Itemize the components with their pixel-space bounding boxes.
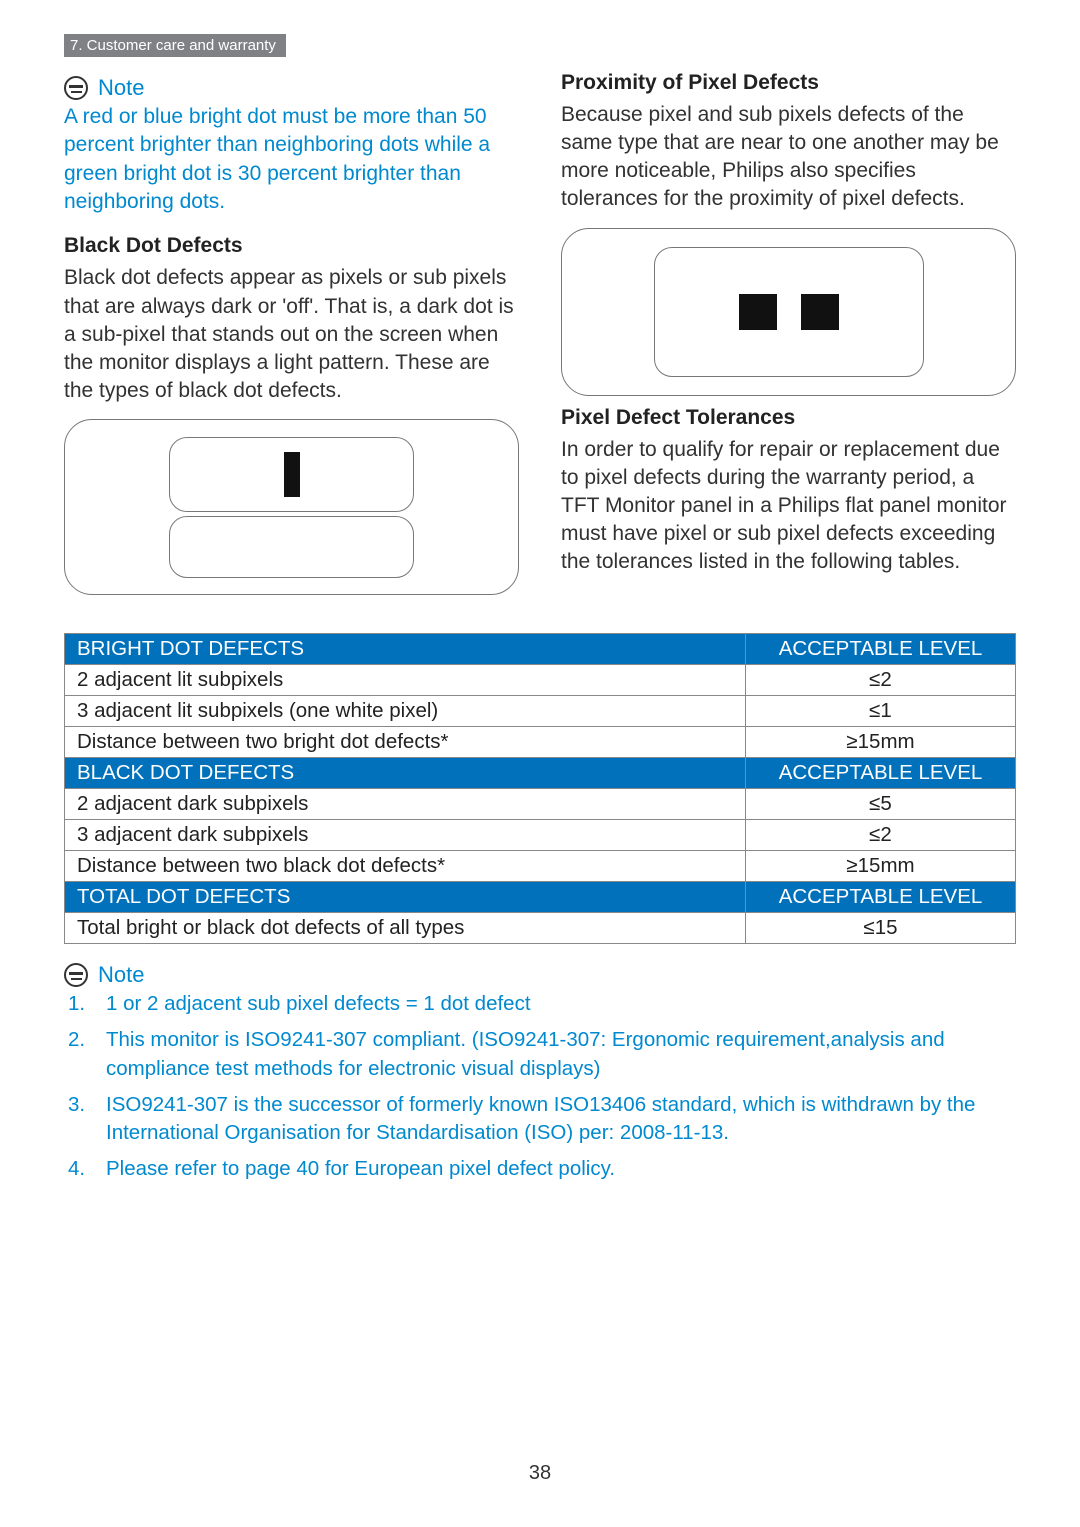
footnote-text: 1 or 2 adjacent sub pixel defects = 1 do… <box>106 990 531 1018</box>
footnote-text: Please refer to page 40 for European pix… <box>106 1155 615 1183</box>
black-dot-heading: Black Dot Defects <box>64 234 519 258</box>
footnote-number: 4. <box>68 1155 92 1183</box>
diagram-inner-top <box>169 437 414 512</box>
proximity-body: Because pixel and sub pixels defects of … <box>561 101 1016 214</box>
table-row-value: ≤5 <box>746 789 1016 820</box>
table-row-value: ≤15 <box>746 913 1016 944</box>
note-icon <box>64 76 88 100</box>
table-section-header: BLACK DOT DEFECTS <box>65 758 746 789</box>
note-label: Note <box>98 962 144 988</box>
proximity-heading: Proximity of Pixel Defects <box>561 71 1016 95</box>
table-row-label: Distance between two black dot defects* <box>65 851 746 882</box>
table-section-header-right: ACCEPTABLE LEVEL <box>746 758 1016 789</box>
table-row-label: 3 adjacent dark subpixels <box>65 820 746 851</box>
table-section-header-right: ACCEPTABLE LEVEL <box>746 882 1016 913</box>
table-row-label: Total bright or black dot defects of all… <box>65 913 746 944</box>
footnote-item: 4. Please refer to page 40 for European p… <box>64 1155 1016 1183</box>
footnote-item: 2.This monitor is ISO9241-307 compliant.… <box>64 1026 1016 1083</box>
table-row-value: ≤1 <box>746 696 1016 727</box>
note-body: A red or blue bright dot must be more th… <box>64 103 519 216</box>
table-row-value: ≥15mm <box>746 727 1016 758</box>
pixel-square <box>801 294 839 330</box>
table-section-header-right: ACCEPTABLE LEVEL <box>746 634 1016 665</box>
diagram-inner-bottom <box>169 516 414 578</box>
footnote-text: ISO9241-307 is the successor of formerly… <box>106 1091 1016 1148</box>
black-dot-diagram <box>64 419 519 595</box>
black-dot-body: Black dot defects appear as pixels or su… <box>64 264 519 405</box>
note-heading: Note <box>64 75 519 101</box>
tolerances-body: In order to qualify for repair or replac… <box>561 436 1016 577</box>
table-section-header: TOTAL DOT DEFECTS <box>65 882 746 913</box>
table-row-value: ≤2 <box>746 665 1016 696</box>
diagram-inner <box>654 247 924 377</box>
footnote-item: 1. 1 or 2 adjacent sub pixel defects = 1 … <box>64 990 1016 1018</box>
tolerances-heading: Pixel Defect Tolerances <box>561 406 1016 430</box>
table-row-label: 2 adjacent lit subpixels <box>65 665 746 696</box>
proximity-diagram <box>561 228 1016 396</box>
page-number: 38 <box>529 1462 551 1485</box>
footnotes: Note 1. 1 or 2 adjacent sub pixel defects… <box>64 962 1016 1184</box>
footnote-number: 3. <box>68 1091 92 1148</box>
black-dot-shape <box>284 452 300 497</box>
pixel-square <box>739 294 777 330</box>
two-column-layout: Note A red or blue bright dot must be mo… <box>64 69 1016 605</box>
note-icon <box>64 963 88 987</box>
section-tag: 7. Customer care and warranty <box>64 34 286 57</box>
footnote-number: 2. <box>68 1026 92 1083</box>
table-row-value: ≤2 <box>746 820 1016 851</box>
tolerance-tables: BRIGHT DOT DEFECTSACCEPTABLE LEVEL2 adja… <box>64 633 1016 944</box>
table-row-value: ≥15mm <box>746 851 1016 882</box>
note-label: Note <box>98 75 144 101</box>
table-section-header: BRIGHT DOT DEFECTS <box>65 634 746 665</box>
left-column: Note A red or blue bright dot must be mo… <box>64 69 519 605</box>
table-row-label: 2 adjacent dark subpixels <box>65 789 746 820</box>
footnote-number: 1. <box>68 990 92 1018</box>
right-column: Proximity of Pixel Defects Because pixel… <box>561 69 1016 605</box>
defect-table: BRIGHT DOT DEFECTSACCEPTABLE LEVEL2 adja… <box>64 633 1016 944</box>
table-row-label: Distance between two bright dot defects* <box>65 727 746 758</box>
table-row-label: 3 adjacent lit subpixels (one white pixe… <box>65 696 746 727</box>
note-heading: Note <box>64 962 1016 988</box>
footnote-item: 3.ISO9241-307 is the successor of former… <box>64 1091 1016 1148</box>
footnote-text: This monitor is ISO9241-307 compliant. (… <box>106 1026 1016 1083</box>
